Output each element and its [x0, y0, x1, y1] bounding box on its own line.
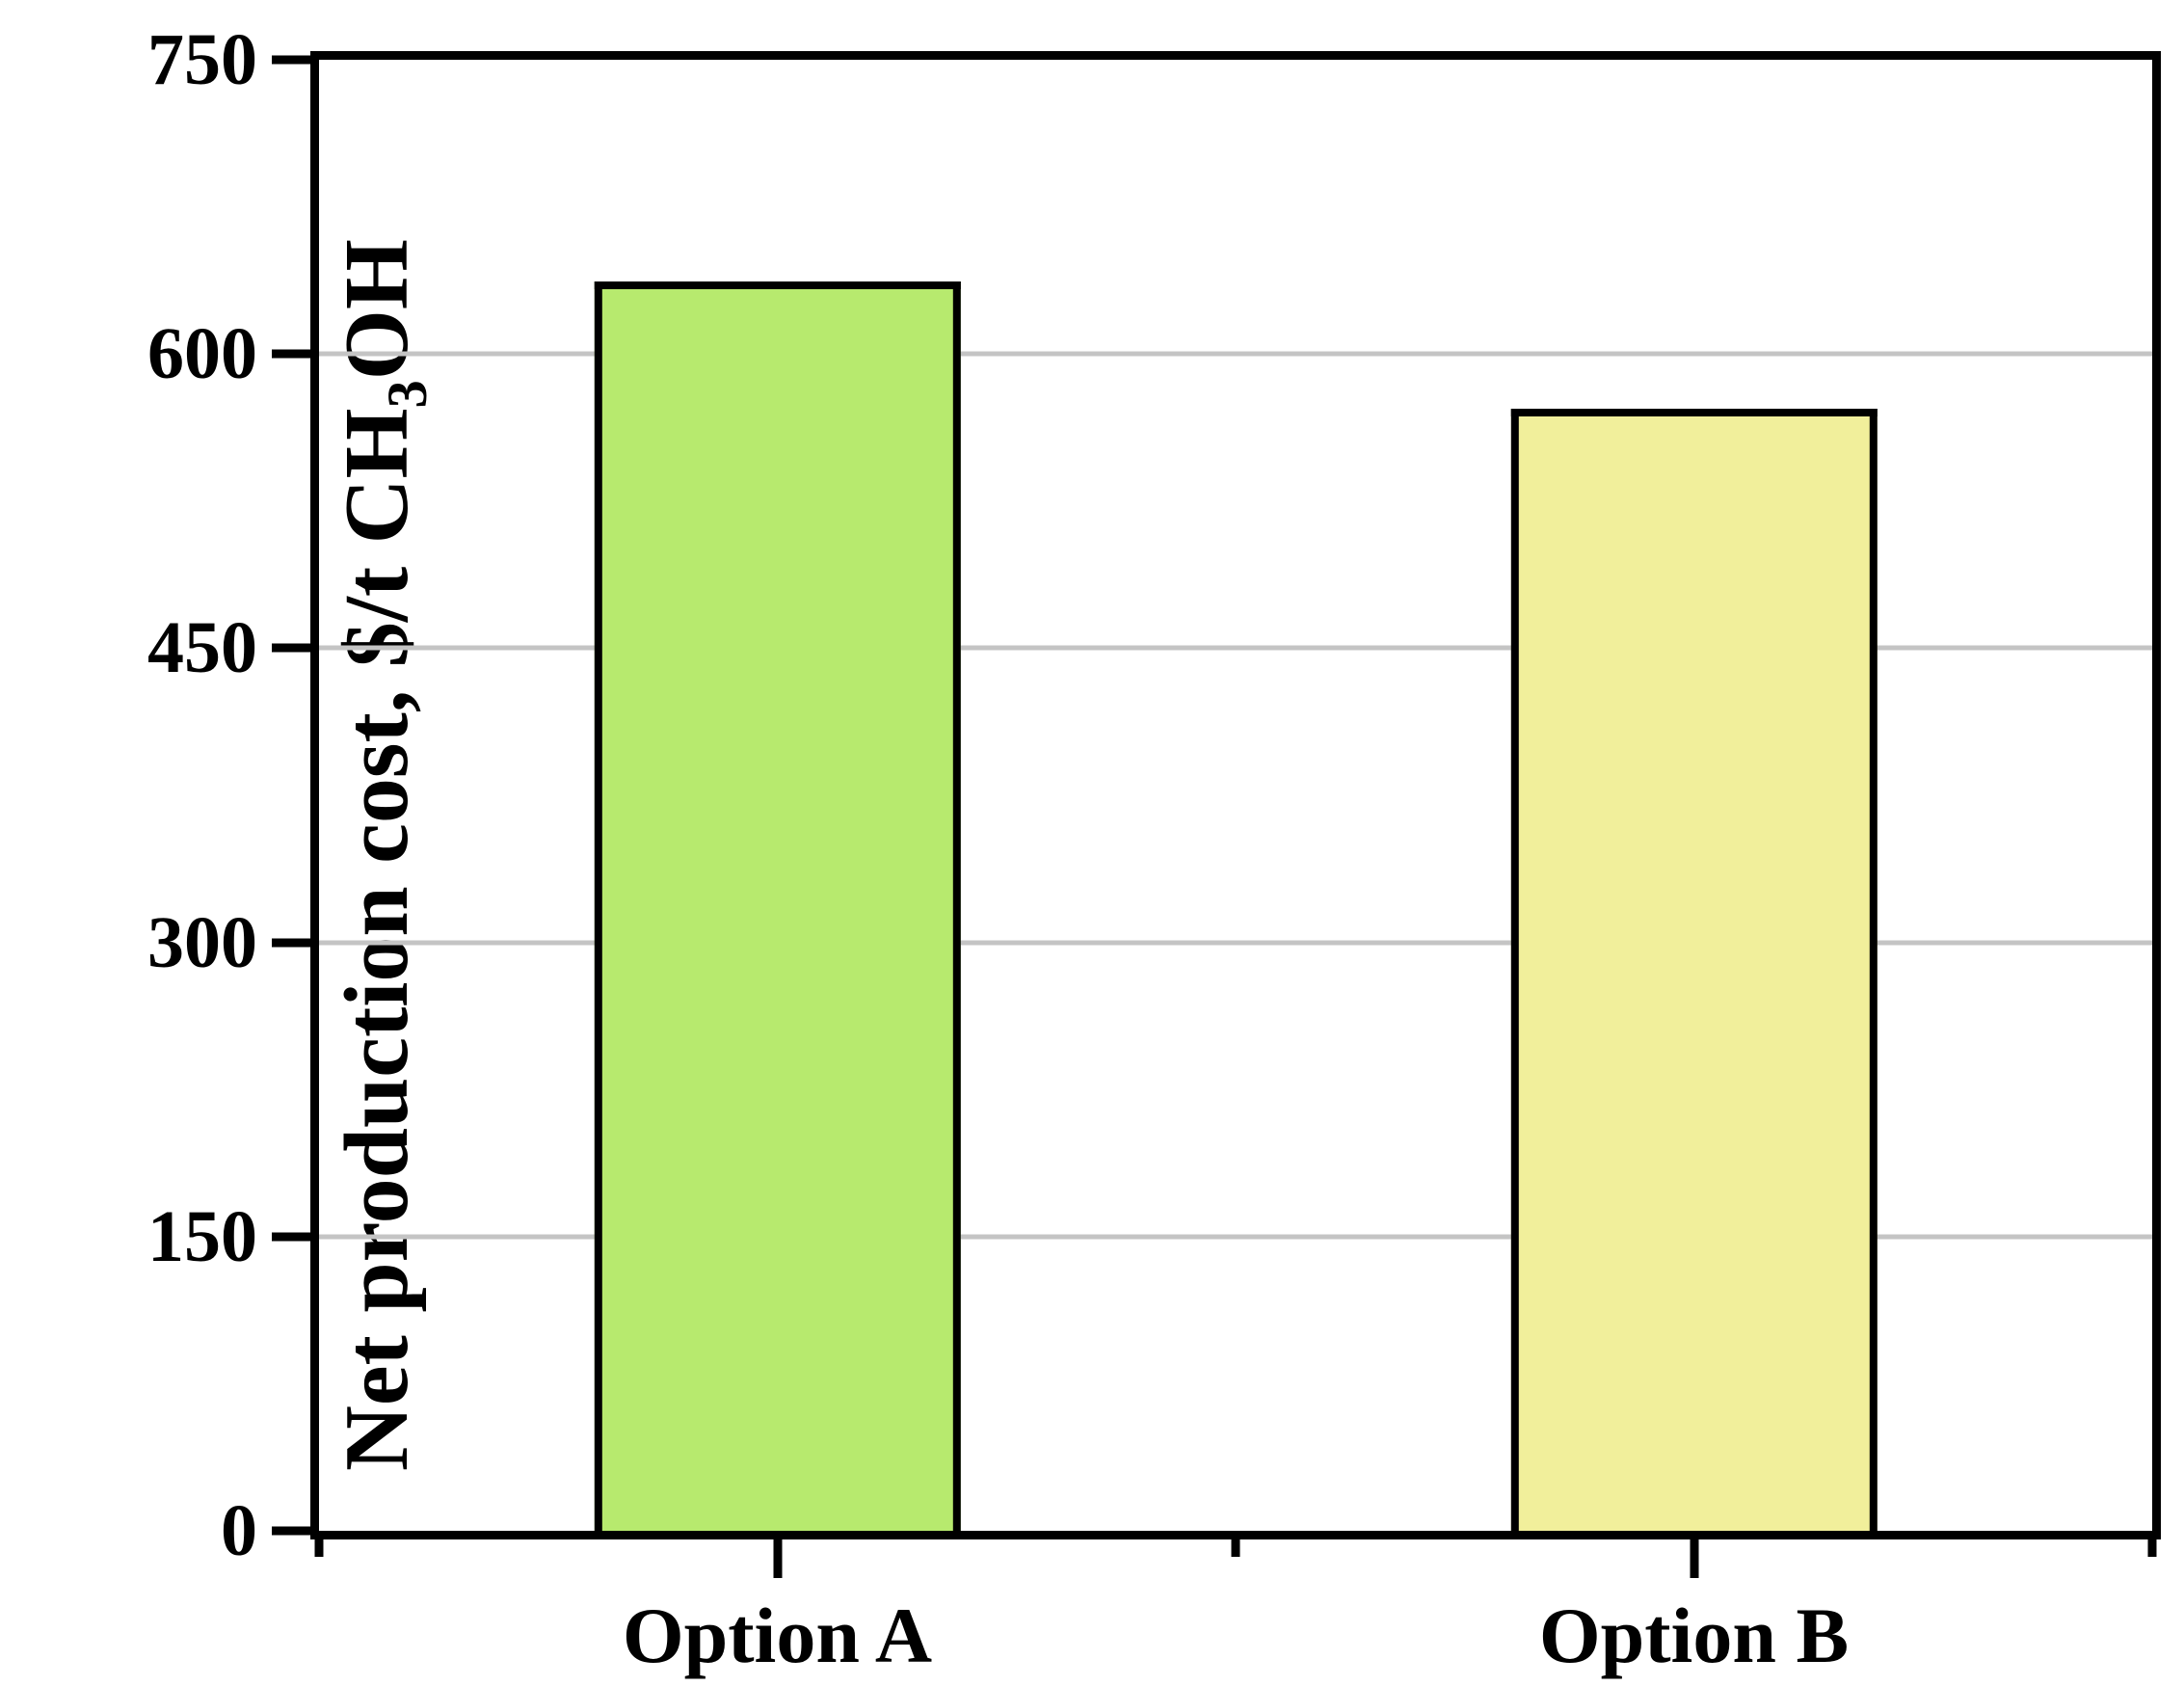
- gridline-y-150: [319, 1234, 2152, 1240]
- y-axis-title-subscript: 3: [375, 380, 439, 409]
- y-axis-tick-0: [272, 1526, 310, 1536]
- y-axis-title-text-end: OH: [327, 238, 427, 381]
- y-axis-tick-300: [272, 938, 310, 948]
- gridline-y-600: [319, 351, 2152, 357]
- y-axis-tick-label-450: 450: [147, 607, 257, 689]
- x-axis-minor-tick-0: [314, 1539, 324, 1557]
- y-axis-tick-label-750: 750: [147, 19, 257, 100]
- x-axis-label-option-a: Option A: [622, 1592, 933, 1679]
- x-axis-tick-option-b: [1690, 1539, 1698, 1578]
- plot-area: Net production cost, $/t CH3OH 0 150 300 45…: [147, 23, 2161, 1679]
- gridline-y-300: [319, 940, 2152, 946]
- x-axis-label-option-b: Option B: [1538, 1592, 1850, 1679]
- x-axis-tick-option-a: [773, 1539, 782, 1578]
- x-axis-minor-tick-2: [2147, 1539, 2157, 1557]
- x-axis-minor-tick-1: [1231, 1539, 1240, 1557]
- y-axis-tick-label-150: 150: [147, 1195, 257, 1277]
- y-axis-tick-450: [272, 643, 310, 653]
- y-axis-tick-label-300: 300: [147, 901, 257, 983]
- y-axis-tick-600: [272, 349, 310, 359]
- y-axis-title: Net production cost, $/t CH3OH: [309, 84, 444, 1626]
- y-axis-tick-label-600: 600: [147, 313, 257, 395]
- bar-option-a: [594, 281, 961, 1531]
- y-axis-tick-label-0: 0: [221, 1490, 257, 1571]
- gridline-y-450: [319, 645, 2152, 651]
- y-axis-tick-750: [272, 55, 310, 65]
- bar-option-b: [1510, 409, 1878, 1531]
- y-axis-tick-150: [272, 1232, 310, 1242]
